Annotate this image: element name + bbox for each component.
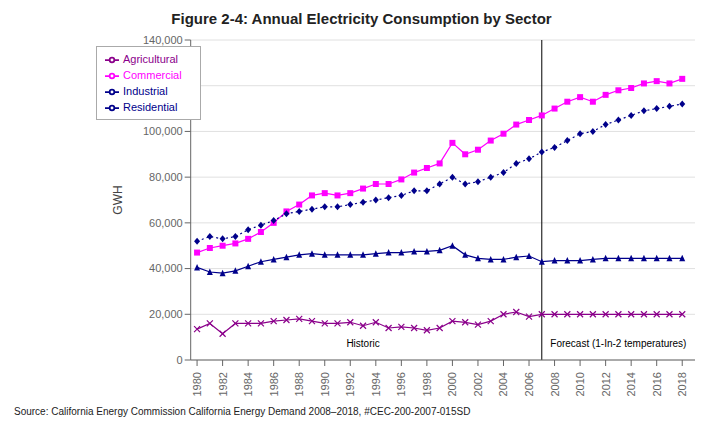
svg-text:1996: 1996 bbox=[395, 372, 407, 396]
svg-text:1984: 1984 bbox=[242, 372, 254, 396]
svg-text:2010: 2010 bbox=[574, 372, 586, 396]
svg-text:40,000: 40,000 bbox=[149, 262, 183, 274]
svg-text:1988: 1988 bbox=[293, 372, 305, 396]
svg-text:0: 0 bbox=[177, 354, 183, 366]
svg-text:1982: 1982 bbox=[217, 372, 229, 396]
svg-text:120,000: 120,000 bbox=[143, 80, 183, 92]
svg-text:80,000: 80,000 bbox=[149, 171, 183, 183]
svg-text:2006: 2006 bbox=[523, 372, 535, 396]
svg-text:100,000: 100,000 bbox=[143, 125, 183, 137]
svg-text:20,000: 20,000 bbox=[149, 308, 183, 320]
svg-text:Historic: Historic bbox=[346, 338, 379, 349]
svg-text:1986: 1986 bbox=[268, 372, 280, 396]
svg-text:2000: 2000 bbox=[446, 372, 458, 396]
svg-text:1980: 1980 bbox=[191, 372, 203, 396]
svg-text:2014: 2014 bbox=[625, 372, 637, 396]
svg-text:2012: 2012 bbox=[600, 372, 612, 396]
svg-text:1994: 1994 bbox=[370, 372, 382, 396]
svg-text:2002: 2002 bbox=[472, 372, 484, 396]
svg-text:GWH: GWH bbox=[111, 185, 125, 214]
svg-text:60,000: 60,000 bbox=[149, 217, 183, 229]
svg-text:1998: 1998 bbox=[421, 372, 433, 396]
svg-text:1990: 1990 bbox=[319, 372, 331, 396]
svg-text:2018: 2018 bbox=[676, 372, 688, 396]
svg-text:2016: 2016 bbox=[651, 372, 663, 396]
svg-text:1992: 1992 bbox=[344, 372, 356, 396]
svg-text:2008: 2008 bbox=[549, 372, 561, 396]
svg-text:Forecast (1-In-2 temperatures): Forecast (1-In-2 temperatures) bbox=[550, 338, 686, 349]
svg-text:140,000: 140,000 bbox=[143, 34, 183, 46]
svg-text:2004: 2004 bbox=[497, 372, 509, 396]
